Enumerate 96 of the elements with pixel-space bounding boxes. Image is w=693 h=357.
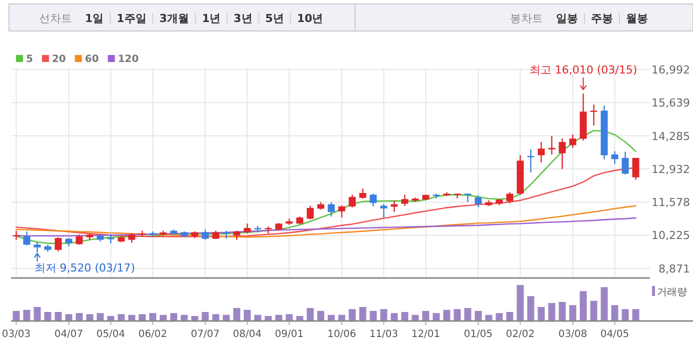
legend-label: 120 (118, 54, 139, 65)
y-tick-label: 8,871 (658, 262, 690, 276)
bar (128, 314, 136, 321)
text: 1주일 (116, 12, 146, 25)
annotation: 최저 9,520 (03/17) (34, 262, 136, 275)
bar (212, 314, 220, 321)
bar (317, 310, 324, 321)
annotation: 최고 16,010 (03/15) (529, 63, 638, 76)
bar (506, 312, 514, 321)
bar (23, 310, 30, 321)
bar (454, 309, 461, 321)
bar (254, 314, 262, 321)
bar (590, 300, 598, 321)
y-tick-label: 11,578 (652, 196, 690, 210)
legend-label: 20 (52, 54, 66, 65)
bar (286, 314, 293, 321)
bar (516, 285, 524, 321)
bar (527, 296, 534, 321)
text: 1년 (202, 12, 221, 25)
bar (86, 314, 94, 321)
bar (580, 291, 587, 321)
bar (622, 309, 629, 321)
x-tick-label: 01/05 (464, 329, 493, 340)
text: 1일 (85, 12, 104, 25)
bar (548, 303, 556, 321)
bar (76, 313, 83, 321)
bar (233, 308, 240, 321)
legend-label: 5 (26, 54, 33, 65)
bar (96, 313, 104, 321)
bar (464, 308, 472, 321)
text: 5년 (265, 12, 284, 25)
bar (443, 310, 450, 321)
bar (180, 314, 188, 321)
text: 봉차트 (510, 12, 543, 25)
x-tick-label: 03/08 (558, 329, 588, 340)
bar (306, 308, 314, 321)
bar (422, 310, 430, 321)
x-tick-label: 08/04 (232, 329, 262, 340)
bar (275, 314, 282, 321)
bar (44, 312, 52, 321)
x-tick-label: 09/01 (274, 329, 304, 340)
bar (485, 314, 492, 321)
legend-label: 거래량 (657, 287, 687, 298)
bar (170, 313, 178, 321)
bar (370, 310, 377, 321)
y-tick-label: 14,285 (652, 130, 690, 143)
bar (380, 309, 388, 321)
bar (65, 314, 72, 321)
y-tick-label: 12,932 (652, 162, 690, 176)
bar (496, 313, 503, 321)
x-tick-label: 05/04 (96, 329, 126, 340)
x-tick-label: 06/02 (138, 329, 168, 340)
bar (432, 313, 440, 321)
y-tick-label: 16,992 (652, 63, 690, 76)
bar (222, 314, 230, 321)
bar (202, 312, 209, 321)
bar (632, 309, 640, 321)
bar (244, 310, 251, 321)
bar (558, 302, 566, 321)
bar (34, 306, 41, 321)
x-tick-label: 03/03 (2, 329, 31, 340)
bar (149, 313, 156, 321)
x-tick-label: 12/01 (411, 329, 440, 340)
x-tick-label: 02/02 (506, 329, 535, 340)
x-tick-label: 07/07 (190, 329, 220, 340)
x-tick-label: 10/06 (327, 329, 356, 340)
text: 3년 (234, 12, 252, 25)
text: 주봉 (591, 12, 613, 25)
text: 선차트 (39, 12, 72, 25)
text: 3개월 (159, 12, 189, 25)
bar (328, 314, 335, 321)
bar (160, 314, 167, 321)
bar (118, 314, 125, 321)
text: 10년 (296, 12, 324, 25)
legend-label: 60 (84, 54, 99, 65)
y-tick-label: 15,639 (652, 96, 690, 110)
bar (611, 305, 618, 321)
x-tick-label: 11/03 (369, 329, 398, 340)
bar (390, 313, 398, 321)
text: 월봉 (626, 12, 648, 25)
bar (600, 287, 608, 321)
text: 일봉 (556, 12, 578, 25)
bar (359, 306, 366, 321)
y-tick-label: 10,225 (652, 229, 690, 242)
bar (338, 314, 346, 321)
bar (569, 305, 576, 321)
bar (538, 306, 545, 321)
bar (401, 312, 408, 321)
x-tick-label: 04/05 (600, 329, 630, 340)
x-tick-label: 04/07 (54, 329, 84, 340)
bar (54, 312, 62, 321)
bar (138, 314, 146, 321)
bar (412, 314, 419, 321)
bar (12, 310, 20, 321)
bar (348, 309, 356, 321)
bar (474, 310, 482, 321)
